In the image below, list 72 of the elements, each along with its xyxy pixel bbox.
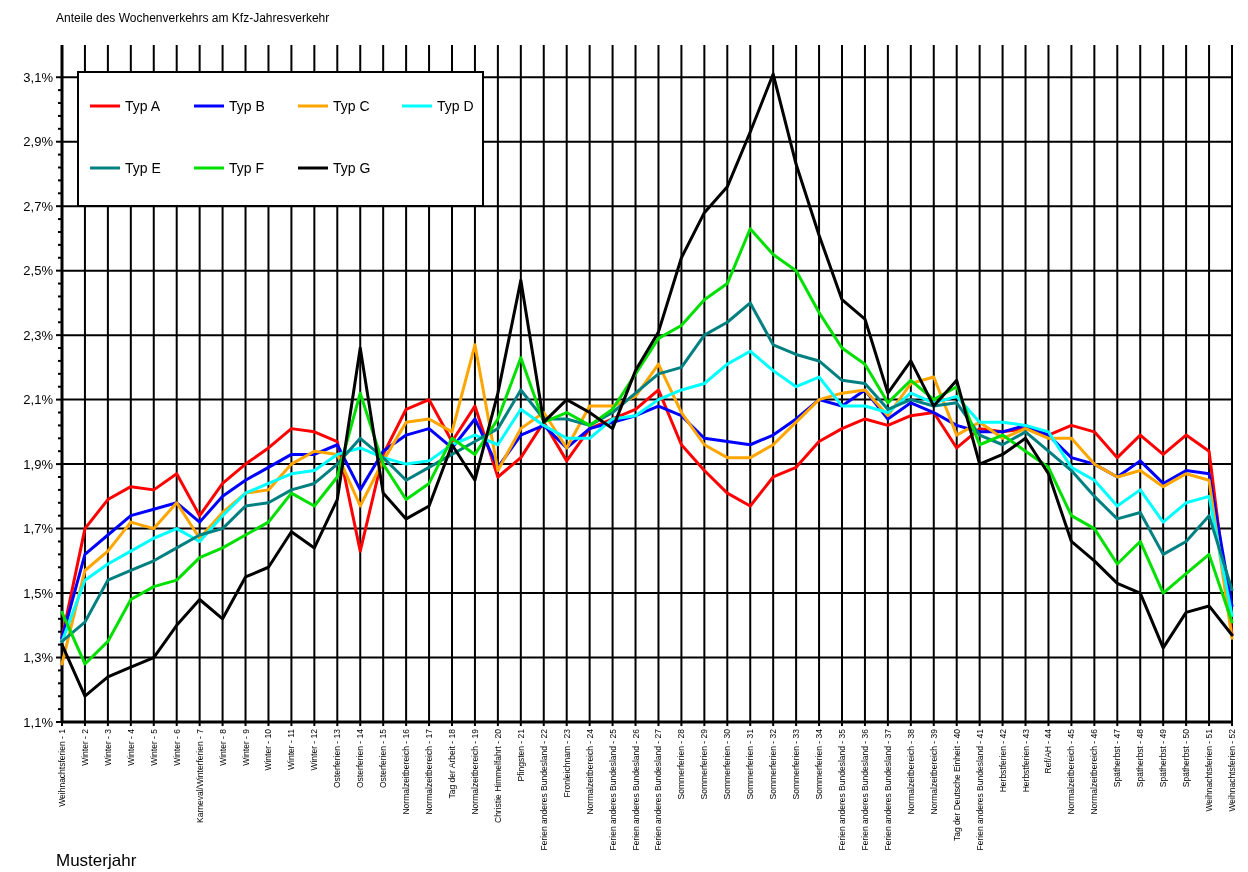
x-tick-label: Winter - 9	[240, 728, 251, 766]
y-tick-label: 1,7%	[23, 521, 54, 537]
legend-label: Typ C	[333, 97, 370, 114]
x-tick-label: Sommerferien - 29	[699, 728, 710, 800]
x-tick-label: Sommerferien - 30	[722, 728, 733, 800]
x-tick-label: Ferien anderes Bundesland - 25	[607, 728, 618, 851]
x-tick-label: Ferien anderes Bundesland - 41	[974, 728, 985, 851]
x-tick-label: Normalzeitbereich - 46	[1089, 728, 1100, 815]
y-tick-label: 2,9%	[23, 134, 54, 150]
x-tick-label: Sommerferien - 32	[768, 728, 779, 800]
x-tick-label: Winter - 8	[217, 728, 228, 766]
x-tick-label: Ferien anderes Bundesland - 35	[837, 728, 847, 851]
x-tick-label: Winter - 6	[171, 728, 182, 766]
x-tick-label: Winter - 11	[286, 728, 297, 770]
x-tick-label: Winter - 2	[79, 728, 90, 766]
x-tick-label: Osterferien - 13	[332, 728, 343, 789]
x-tick-label: Normalzeitbereich - 19	[469, 728, 480, 815]
legend-label: Typ F	[229, 159, 265, 176]
chart-title: Anteile des Wochenverkehrs am Kfz-Jahresverkehr	[56, 11, 330, 25]
x-tick-label: Normalzeitbereich - 24	[584, 728, 595, 815]
x-tick-label: Ferien anderes Bundesland - 36	[859, 728, 870, 851]
x-axis-title: Musterjahr	[56, 851, 137, 870]
x-tick-label: Ferien anderes Bundesland - 27	[653, 728, 664, 851]
legend-label: Typ B	[229, 97, 265, 114]
x-tick-label: Ferien anderes Bundesland - 22	[538, 728, 549, 851]
x-tick-label: Spätherbst - 48	[1135, 728, 1146, 788]
x-tick-label: Herbstferien - 43	[1020, 728, 1031, 793]
x-tick-label: Normalzeitbereich - 17	[424, 728, 435, 815]
legend-label: Typ A	[125, 97, 161, 114]
y-tick-label: 1,9%	[23, 456, 54, 472]
x-tick-label: Tag der Deutsche Einheit - 40	[951, 728, 962, 841]
x-tick-label: Spätherbst - 47	[1112, 728, 1123, 788]
y-tick-label: 3,1%	[23, 69, 54, 85]
y-tick-label: 1,1%	[23, 714, 54, 730]
x-tick-label: Ferien anderes Bundesland - 26	[630, 728, 641, 851]
y-tick-label: 2,7%	[23, 198, 54, 214]
x-tick-label: Winter - 12	[309, 728, 320, 771]
x-tick-label: Tag der Arbeit - 18	[447, 728, 457, 799]
x-tick-label: Normalzeitbereich - 38	[905, 728, 916, 815]
x-tick-label: Osterferien - 15	[378, 728, 389, 789]
x-tick-label: Pfingsten - 21	[515, 728, 526, 782]
x-tick-label: Winter - 10	[263, 728, 274, 771]
x-tick-label: Normalzeitbereich - 45	[1066, 728, 1077, 815]
legend-label: Typ G	[333, 159, 371, 176]
x-tick-label: Osterferien - 14	[355, 728, 366, 789]
x-tick-label: Sommerferien - 31	[745, 728, 756, 800]
x-tick-label: Normalzeitbereich - 16	[401, 728, 412, 815]
legend-label: Typ D	[437, 97, 474, 114]
y-tick-label: 1,5%	[23, 585, 54, 601]
x-tick-label: Winter - 3	[102, 728, 113, 766]
y-tick-label: 1,3%	[23, 650, 54, 666]
x-tick-label: Spätherbst - 50	[1181, 728, 1192, 788]
y-tick-label: 2,3%	[23, 327, 54, 343]
x-tick-label: Herbstferien - 42	[997, 728, 1008, 793]
y-tick-label: 2,1%	[23, 392, 54, 408]
x-tick-label: Fronleichnam - 23	[561, 728, 572, 798]
x-tick-label: Spätherbst - 49	[1158, 728, 1169, 788]
x-tick-label: Weihnachtsferien - 1	[57, 728, 67, 807]
x-tick-label: Ref/AH - 44	[1043, 728, 1054, 774]
x-tick-label: Sommerferien - 34	[814, 728, 825, 800]
x-tick-label: Winter - 4	[125, 728, 136, 766]
x-tick-label: Christie Himmelfahrt - 20	[492, 728, 503, 823]
x-tick-label: Weihnachtsferien - 52	[1227, 728, 1237, 812]
x-tick-label: Karneval/Winterferien - 7	[194, 728, 205, 824]
x-tick-label: Sommerferien - 28	[676, 728, 687, 800]
x-tick-label: Normalzeitbereich - 39	[928, 728, 939, 815]
y-tick-label: 2,5%	[23, 263, 54, 279]
x-tick-label: Ferien anderes Bundesland - 37	[882, 728, 893, 851]
x-tick-label: Sommerferien - 33	[791, 728, 802, 800]
x-tick-label: Winter - 5	[148, 728, 159, 766]
legend-label: Typ E	[125, 159, 161, 176]
x-tick-label: Weihnachtsferien - 51	[1204, 728, 1215, 812]
